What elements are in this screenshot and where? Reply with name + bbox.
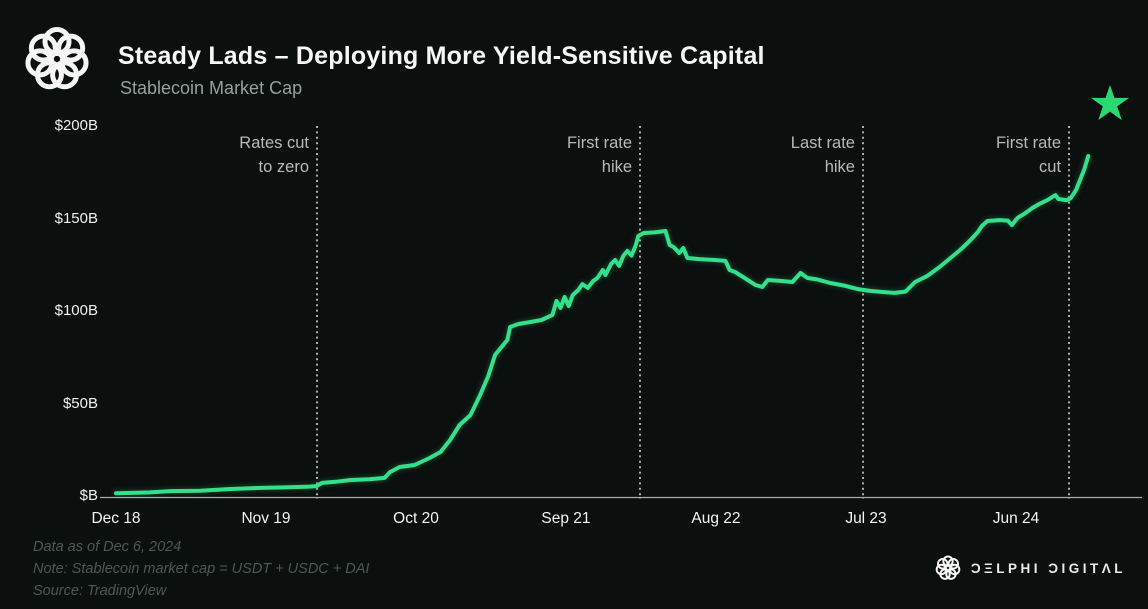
chart-subtitle: Stablecoin Market Cap [120,78,303,98]
knot-loop [28,33,58,63]
x-axis-label: Nov 19 [241,510,291,527]
footnote-data-as-of: Data as of Dec 6, 2024 [33,539,182,555]
knot-loop [25,48,55,78]
y-axis-label: $B [79,487,98,504]
star-icon [1090,85,1130,121]
knot-loop [56,33,86,63]
x-axis-label: Aug 22 [691,510,741,527]
x-axis-label: Sep 21 [541,510,591,527]
event-annotation-first-rate-hike: First rate hike [566,134,633,176]
y-axis-label: $50B [62,394,98,412]
stablecoin-marketcap-line [114,154,1091,496]
x-axis-label: Jun 24 [992,510,1040,527]
delphi-logo-icon-small [935,555,961,580]
footnote-note: Note: Stablecoin market cap = USDT + USD… [33,561,370,577]
footnote-source: Source: TradingView [33,583,167,599]
y-axis-label: $150B [54,209,98,227]
delphi-digital-brand: ƆΞLPHI ƆIGITΛL [934,554,1126,582]
event-annotation-last-rate-hike: Last rate hike [790,134,855,176]
knot-loop [936,558,949,570]
x-axis-label: Oct 20 [393,510,439,527]
delphi-wordmark: ƆΞLPHI ƆIGITΛL [970,560,1126,576]
knot-loop [947,558,959,570]
x-axis-label: Jul 23 [845,510,887,527]
chart-title: Steady Lads – Deploying More Yield-Sensi… [118,42,765,70]
knot-loop [942,555,954,567]
event-annotation-first-rate-cut: First rate cut [995,134,1062,176]
y-axis-label: $200B [54,117,98,134]
knot-loop [50,60,80,90]
y-axis-label: $100B [54,302,98,319]
delphi-logo-icon [25,27,89,90]
knot-loop [945,568,957,580]
event-annotation-rates-cut-to-zero: Rates cut to zero [239,134,309,176]
knot-loop [935,563,947,576]
knot-loop [42,27,72,56]
x-axis-label: Dec 18 [91,510,141,527]
